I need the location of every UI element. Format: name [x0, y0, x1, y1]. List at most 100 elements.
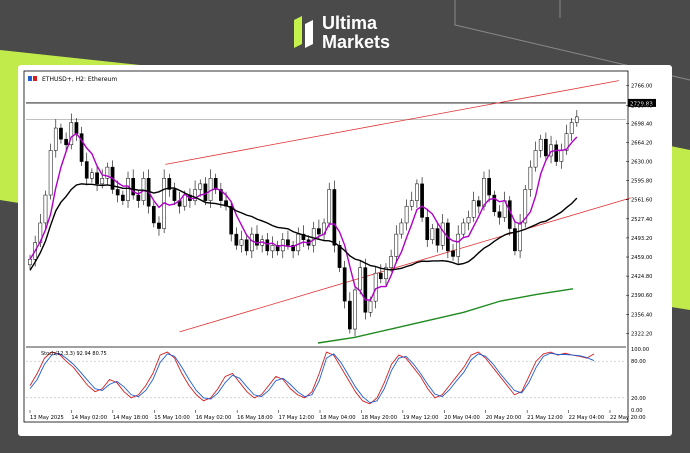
candle-body — [337, 245, 342, 268]
candle-body — [487, 178, 491, 196]
y-tick-label: 2322.20 — [631, 331, 652, 337]
candle-body — [84, 161, 89, 179]
x-tick-label: 22 May 04:00 — [569, 415, 605, 421]
candle-body — [115, 189, 120, 196]
candle-body — [301, 233, 306, 240]
chart-symbol: ETHUSD+, H2: Ethereum — [42, 76, 117, 83]
candle-body — [286, 239, 290, 246]
candle-body — [358, 267, 363, 291]
x-tick-label: 20 May 04:00 — [444, 415, 480, 421]
candle-body — [234, 233, 239, 246]
candle-body — [193, 189, 197, 201]
candle-body — [409, 200, 414, 207]
y-tick-label: 2424.80 — [631, 274, 652, 280]
candle-body — [466, 217, 471, 224]
candle-body — [244, 239, 249, 252]
candle-body — [348, 300, 352, 330]
candle-body — [53, 127, 58, 151]
candle-body — [126, 178, 130, 201]
y-tick-label: 2730.40 — [631, 103, 652, 109]
x-tick-label: 16 May 18:00 — [237, 415, 273, 421]
candle-body — [528, 166, 533, 190]
candle-body — [435, 228, 440, 246]
candle-body — [229, 205, 234, 235]
candle-body — [559, 150, 564, 162]
candle-body — [327, 189, 332, 224]
y-tick-label: 2561.60 — [631, 198, 652, 204]
candle-body — [425, 217, 430, 240]
x-tick-label: 20 May 20:00 — [486, 415, 522, 421]
candle-body — [157, 222, 161, 229]
candle-body — [90, 172, 94, 179]
candle-body — [451, 250, 455, 257]
x-tick-label: 14 May 02:00 — [71, 415, 107, 421]
candle-body — [255, 233, 259, 246]
slow-ma-line — [317, 288, 574, 344]
candle-body — [415, 183, 419, 201]
current-price-label: 2729.83 — [630, 101, 653, 107]
brand-logo: Ultima Markets — [292, 14, 412, 54]
stoch-main-line — [29, 351, 595, 405]
candle-body — [389, 256, 393, 268]
candle-body — [574, 116, 579, 123]
candle-body — [430, 228, 435, 240]
candle-body — [332, 189, 337, 246]
candle-body — [100, 178, 105, 185]
price-chart[interactable]: 100.00 80.00 20.00 0.00 ETHUSD+, H2: Ethere… — [18, 65, 672, 436]
candle-body — [182, 194, 187, 207]
candle-body — [141, 178, 146, 201]
channel-line-upper — [165, 80, 619, 165]
chart-window-icon — [28, 76, 32, 81]
candle-body — [373, 272, 378, 302]
candle-body — [492, 194, 497, 213]
mid-ma-line — [29, 183, 578, 271]
candle-body — [213, 178, 218, 190]
chart-window-icon-2 — [33, 76, 37, 81]
candle-body — [219, 189, 223, 201]
candle-body — [378, 272, 383, 280]
candle-body — [461, 222, 466, 235]
candle-body — [363, 267, 368, 313]
channel-line-lower — [179, 197, 631, 333]
y-tick-label: 2698.40 — [631, 121, 652, 127]
x-axis: 13 May 2025 14 May 02:00 14 May 18:00 15 Ma… — [29, 410, 646, 421]
candle-body — [513, 228, 517, 252]
candle-body — [456, 233, 461, 257]
candle-body — [69, 122, 74, 146]
stoch-y-tick-label: 80.00 — [631, 359, 646, 365]
x-tick-label: 22 May 20:00 — [610, 415, 646, 421]
candle-body — [342, 267, 347, 302]
brand-name-line2: Markets — [322, 32, 391, 52]
candle-body — [569, 122, 574, 134]
candle-body — [384, 267, 388, 280]
stoch-signal-line — [29, 352, 595, 404]
candle-body — [353, 289, 357, 330]
candle-body — [564, 133, 569, 151]
stoch-y-tick-label: 20.00 — [631, 396, 646, 402]
chart-frame — [23, 70, 629, 423]
y-tick-label: 2356.40 — [631, 312, 652, 318]
candle-body — [105, 166, 110, 179]
candle-body — [394, 233, 399, 257]
candle-body — [523, 189, 528, 224]
chart-header: ETHUSD+, H2: Ethereum — [28, 76, 117, 83]
candle-body — [291, 245, 295, 252]
candle-body — [136, 194, 141, 201]
stoch-plot: 100.00 80.00 20.00 0.00 — [26, 346, 649, 414]
candle-body — [270, 245, 275, 252]
stoch-header: Stoch(12,3,3) 92.94 80.75 — [41, 351, 107, 357]
candle-body — [554, 144, 559, 162]
candle-body — [172, 189, 177, 201]
candle-body — [203, 183, 208, 201]
y-tick-label: 2459.00 — [631, 255, 652, 261]
x-tick-label: 18 May 04:00 — [320, 415, 356, 421]
candle-body — [518, 222, 522, 252]
candle-body — [131, 178, 136, 196]
x-tick-label: 17 May 12:00 — [279, 415, 315, 421]
candle-body — [544, 138, 548, 157]
y-axis: 2729.83 2766.00 2730.40 2698.40 2664.20 2630.… — [626, 84, 656, 337]
candle-body — [43, 194, 48, 224]
x-tick-label: 18 May 20:00 — [361, 415, 397, 421]
y-tick-label: 2493.20 — [631, 236, 652, 242]
y-tick-label: 2766.00 — [631, 84, 652, 90]
